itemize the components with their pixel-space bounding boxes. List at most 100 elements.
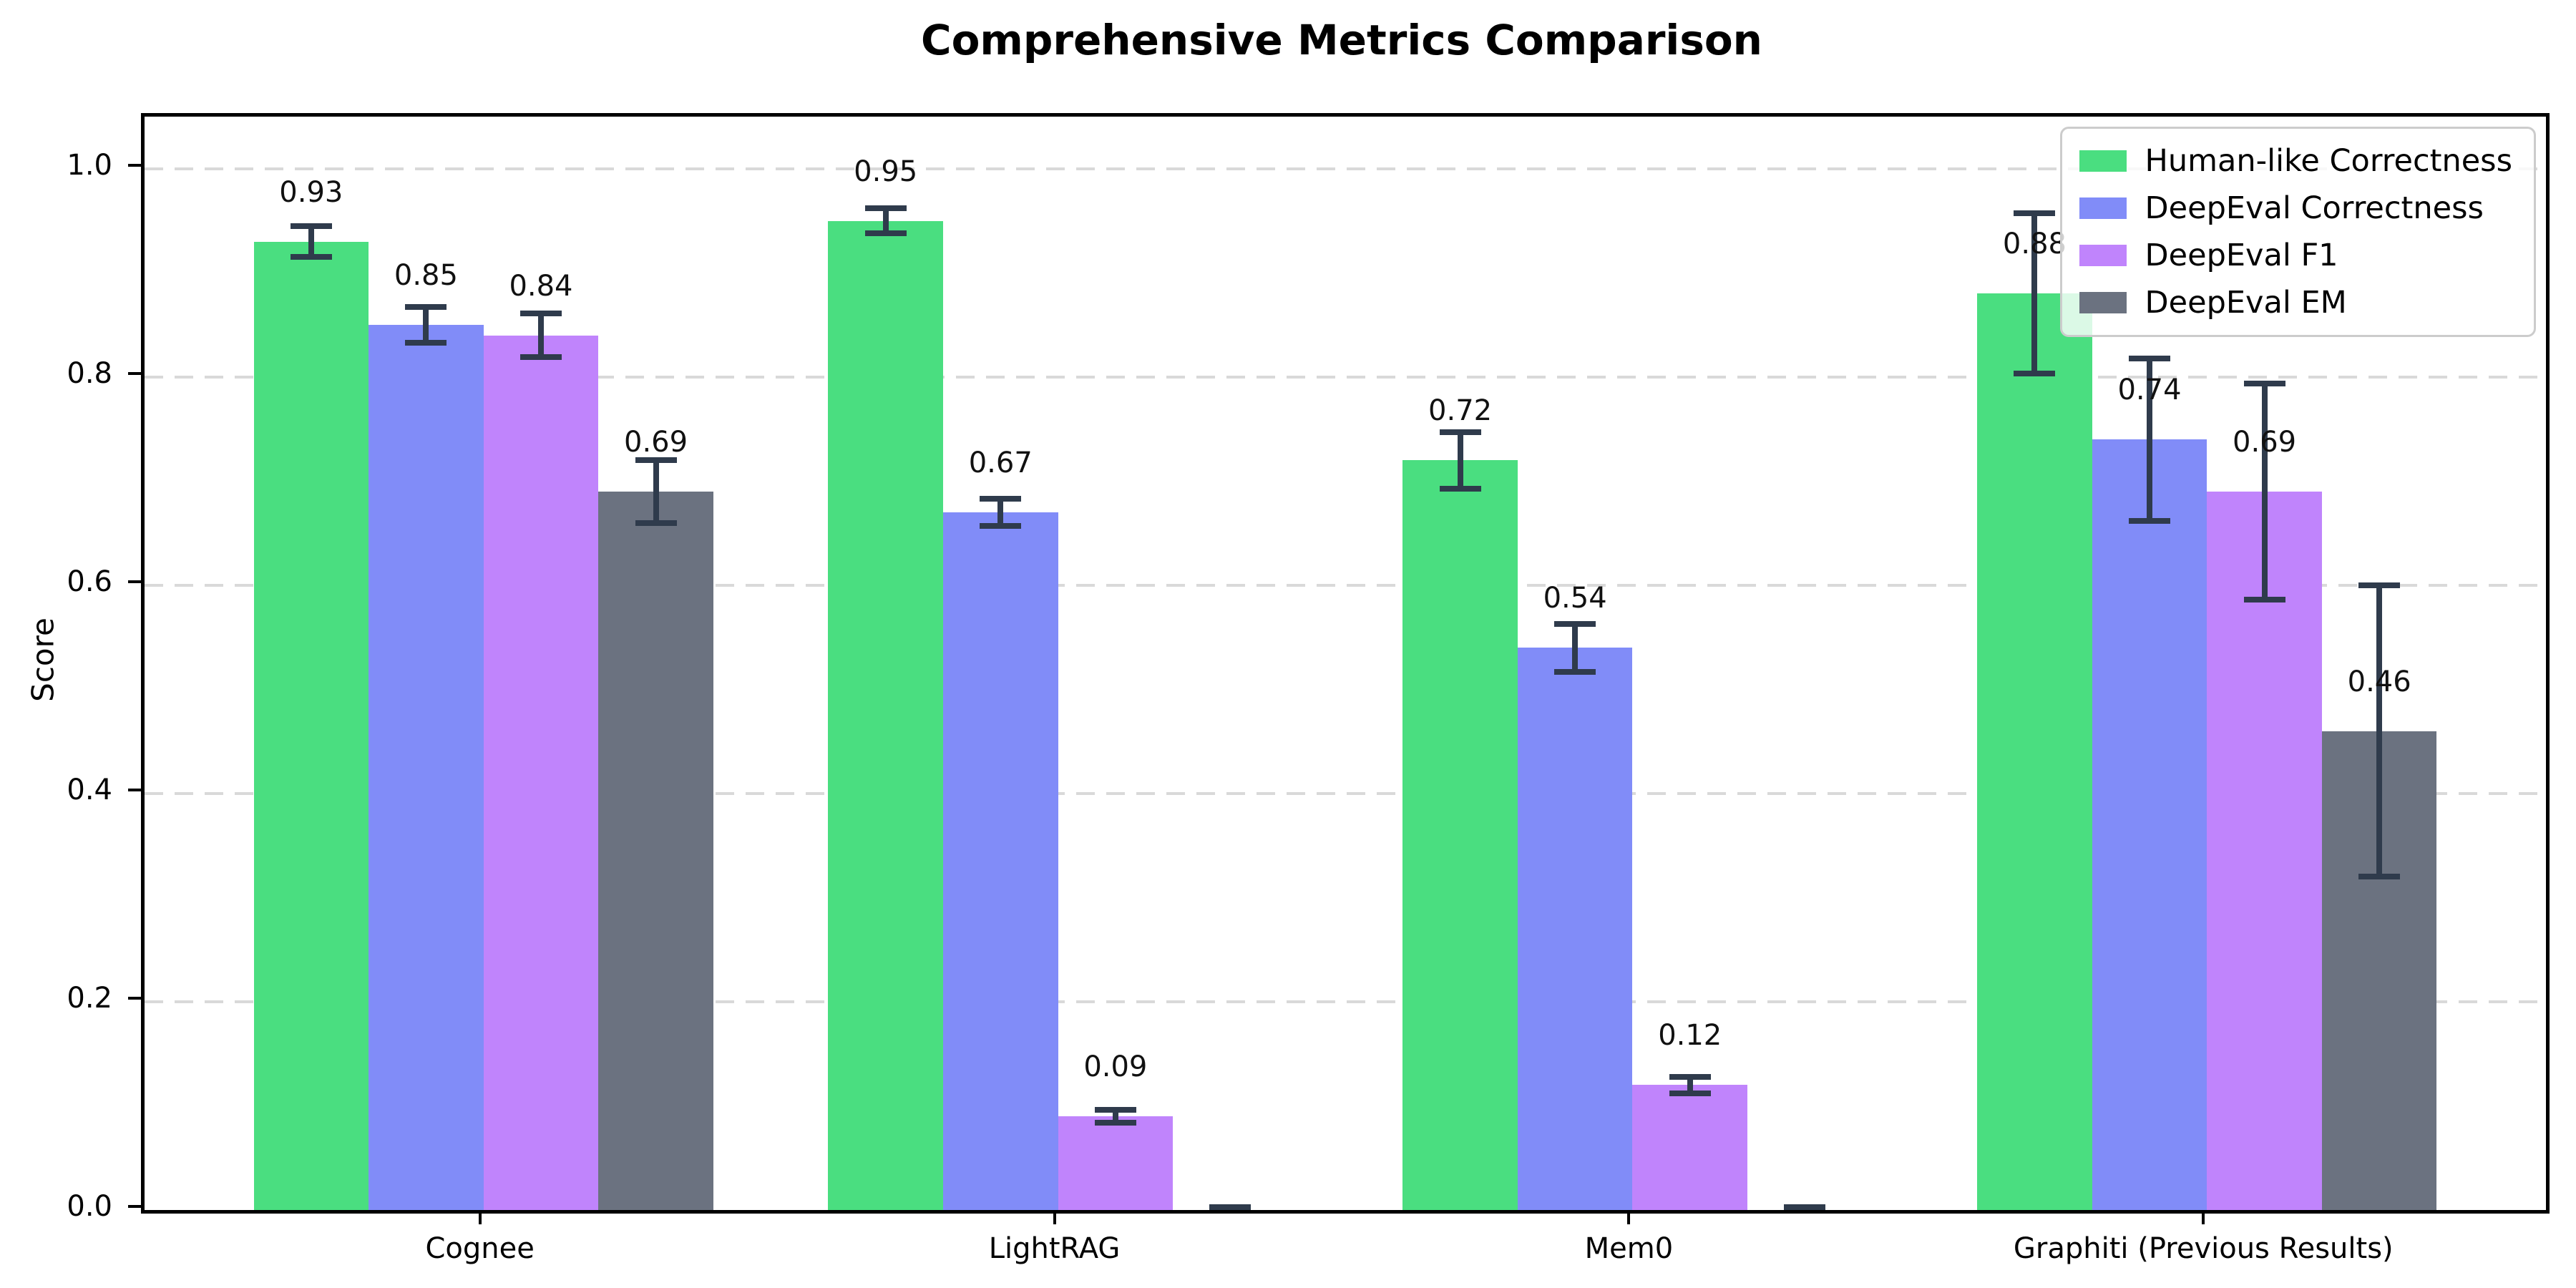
- bar: [253, 241, 369, 1210]
- error-bar-cap-bottom: [290, 254, 332, 260]
- error-bar-cap-bottom: [2358, 874, 2401, 880]
- error-bar-cap-bottom: [1784, 1210, 1825, 1214]
- error-bar-cap-top: [1784, 1204, 1826, 1210]
- error-bar-line: [1572, 623, 1579, 672]
- chart-title: Comprehensive Metrics Comparison: [921, 16, 1762, 64]
- x-tick-mark: [478, 1210, 482, 1224]
- bar: [483, 335, 599, 1210]
- error-bar-line: [882, 208, 889, 233]
- bar: [828, 220, 943, 1210]
- bar-value-label: 0.46: [2347, 665, 2411, 698]
- error-bar-cap-bottom: [1669, 1091, 1711, 1097]
- error-bar-cap-bottom: [635, 519, 677, 526]
- bar: [1977, 293, 2092, 1210]
- error-bar-cap-bottom: [2129, 517, 2171, 524]
- y-tick-mark: [128, 1205, 142, 1208]
- error-bar-line: [997, 499, 1004, 526]
- grid-line: [145, 583, 2546, 587]
- error-bar-cap-top: [1669, 1073, 1711, 1080]
- bar-value-label: 0.69: [2233, 425, 2297, 459]
- error-bar-line: [423, 307, 429, 343]
- error-bar-cap-top: [635, 457, 677, 464]
- x-tick-label: Mem0: [1584, 1232, 1674, 1265]
- legend: Human-like Correctness DeepEval Correctne…: [2059, 127, 2536, 337]
- bar-value-label: 0.84: [509, 269, 573, 303]
- grid-line: [145, 375, 2546, 379]
- legend-item: Human-like Correctness: [2079, 143, 2512, 179]
- bar: [2092, 439, 2207, 1210]
- error-bar-cap-bottom: [2014, 371, 2056, 377]
- error-bar-line: [2147, 358, 2153, 521]
- legend-item: DeepEval EM: [2079, 285, 2512, 321]
- error-bar-cap-bottom: [1554, 668, 1596, 675]
- error-bar-cap-top: [2129, 355, 2171, 361]
- bar-value-label: 0.67: [968, 447, 1033, 479]
- x-tick-label: Cognee: [425, 1232, 535, 1265]
- bar-value-label: 0.12: [1658, 1019, 1722, 1053]
- error-bar-cap-top: [519, 311, 562, 317]
- bar: [1058, 1116, 1174, 1210]
- y-tick-label: 0.6: [67, 565, 112, 598]
- bar: [2207, 491, 2322, 1210]
- y-tick-label: 0.0: [67, 1190, 112, 1223]
- legend-label: DeepEval Correctness: [2145, 190, 2484, 226]
- grid-line: [145, 167, 2546, 170]
- y-tick-mark: [128, 580, 142, 583]
- error-bar-cap-bottom: [2243, 597, 2285, 603]
- error-bar-line: [308, 225, 314, 258]
- y-tick-mark: [128, 163, 142, 167]
- y-tick-mark: [128, 371, 142, 375]
- error-bar-cap-bottom: [1439, 485, 1481, 492]
- error-bar-cap-top: [1554, 620, 1596, 627]
- y-tick-mark: [128, 788, 142, 791]
- error-bar-line: [1687, 1076, 1693, 1094]
- x-tick-mark: [1053, 1210, 1056, 1224]
- bar-value-label: 0.72: [1428, 394, 1493, 428]
- error-bar-cap-top: [2014, 210, 2056, 217]
- legend-item: DeepEval Correctness: [2079, 190, 2512, 226]
- bar: [1632, 1085, 1747, 1210]
- error-bar-cap-top: [2358, 582, 2401, 588]
- error-bar-cap-top: [1209, 1204, 1252, 1210]
- x-tick-label: Graphiti (Previous Results): [2013, 1232, 2394, 1265]
- legend-swatch: [2079, 197, 2127, 219]
- error-bar-cap-top: [980, 496, 1022, 502]
- error-bar-line: [1457, 431, 1463, 489]
- bar: [1402, 460, 1518, 1210]
- y-tick-label: 0.4: [67, 773, 112, 806]
- error-bar-cap-top: [1439, 429, 1481, 435]
- error-bar-cap-top: [2243, 380, 2285, 386]
- bar: [1517, 648, 1633, 1210]
- error-bar-line: [2031, 213, 2038, 374]
- error-bar-line: [2376, 585, 2383, 877]
- y-tick-mark: [128, 996, 142, 1000]
- error-bar-cap-bottom: [980, 522, 1022, 529]
- legend-label: DeepEval F1: [2145, 238, 2338, 273]
- error-bar-cap-bottom: [405, 339, 447, 346]
- y-tick-label: 0.8: [67, 356, 112, 390]
- grid-line: [145, 1000, 2546, 1003]
- x-tick-label: LightRAG: [988, 1232, 1121, 1265]
- legend-label: Human-like Correctness: [2145, 143, 2512, 179]
- bar-value-label: 0.09: [1083, 1050, 1148, 1084]
- legend-swatch: [2079, 150, 2127, 172]
- error-bar-cap-bottom: [864, 230, 907, 236]
- legend-swatch: [2079, 292, 2127, 313]
- x-tick-mark: [1627, 1210, 1631, 1224]
- bar-value-label: 0.85: [394, 259, 458, 293]
- error-bar-cap-top: [1094, 1107, 1136, 1113]
- bar-value-label: 0.93: [279, 175, 343, 209]
- error-bar-cap-bottom: [519, 354, 562, 361]
- bar-value-label: 0.88: [2002, 228, 2067, 261]
- legend-label: DeepEval EM: [2145, 285, 2347, 321]
- error-bar-line: [1112, 1110, 1118, 1123]
- legend-item: DeepEval F1: [2079, 238, 2512, 273]
- bar-value-label: 0.69: [624, 425, 688, 459]
- y-tick-label: 0.2: [67, 981, 112, 1015]
- bar: [942, 512, 1058, 1210]
- legend-swatch: [2079, 245, 2127, 266]
- bar-value-label: 0.74: [2117, 374, 2182, 407]
- x-tick-mark: [2202, 1210, 2205, 1224]
- error-bar-line: [653, 460, 659, 523]
